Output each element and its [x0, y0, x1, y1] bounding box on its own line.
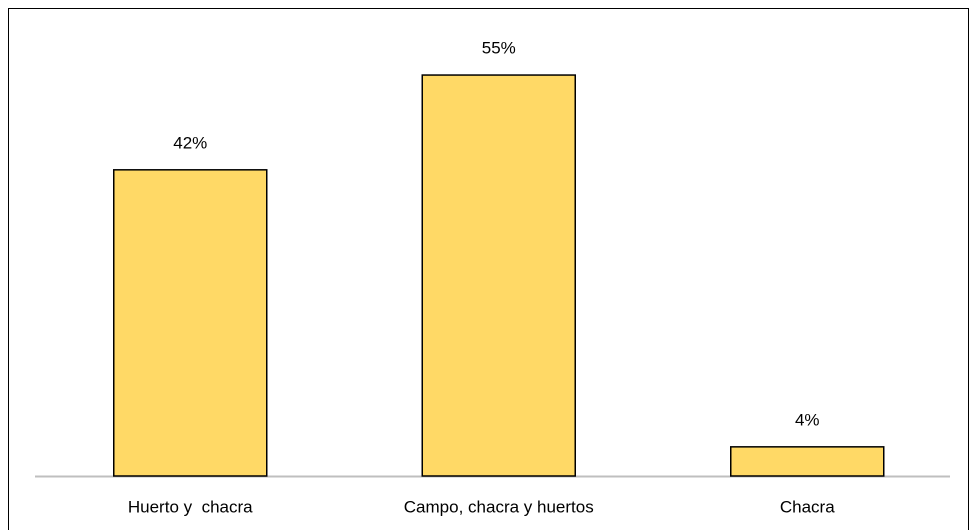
- value-label: 42%: [173, 133, 207, 152]
- bar: [421, 74, 576, 477]
- x-tick-label: Chacra: [780, 497, 835, 516]
- x-tick-label: Huerto y chacra: [128, 497, 253, 516]
- x-tick-label: Campo, chacra y huertos: [404, 497, 594, 516]
- value-label: 4%: [795, 410, 820, 429]
- bar: [113, 169, 268, 477]
- value-label: 55%: [482, 39, 516, 58]
- bar: [730, 446, 885, 477]
